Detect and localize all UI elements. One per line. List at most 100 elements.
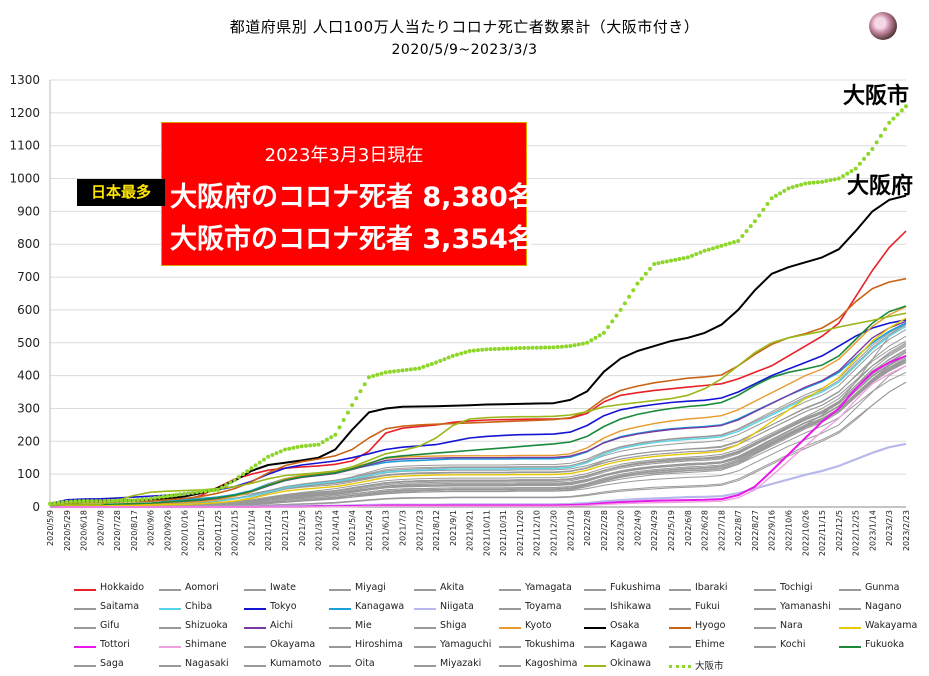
x-tick-label: 2022/6/28 (701, 510, 710, 551)
x-tick-label: 2020/8/17 (130, 510, 139, 551)
legend-swatch (839, 589, 861, 591)
legend-swatch (499, 665, 521, 667)
data-point (194, 490, 199, 495)
legend-swatch (244, 665, 266, 667)
data-point (274, 451, 279, 456)
legend-swatch (584, 589, 606, 591)
data-point (803, 181, 808, 186)
data-point (585, 340, 590, 345)
x-tick-label: 2020/9/26 (163, 510, 172, 551)
legend-label: Nara (780, 620, 803, 631)
data-point (459, 351, 464, 356)
data-point (383, 370, 388, 375)
data-point (841, 174, 846, 179)
data-point (690, 253, 694, 258)
data-point (455, 352, 460, 357)
legend-label: Ishikawa (610, 601, 652, 612)
data-point (52, 501, 57, 506)
legend-swatch (839, 608, 861, 610)
data-point (782, 188, 787, 193)
legend-label: Tottori (100, 639, 130, 650)
data-point (165, 494, 170, 499)
legend-label: Fukui (695, 601, 720, 612)
x-tick-label: 2020/5/9 (46, 510, 55, 546)
y-tick-label: 200 (17, 434, 40, 448)
data-point (832, 177, 837, 182)
data-point (417, 366, 422, 371)
legend-swatch (839, 646, 861, 648)
callout-osaka-city: 大阪市のコロナ死者 3,354名 (170, 224, 535, 255)
data-point (752, 219, 757, 224)
legend-swatch (499, 646, 521, 648)
data-point (303, 443, 308, 448)
data-point (572, 343, 577, 348)
data-point (199, 489, 204, 494)
data-point (291, 445, 296, 450)
data-point (362, 382, 367, 387)
data-point (203, 489, 208, 494)
legend-swatch (669, 665, 691, 668)
legend-swatch (414, 589, 436, 591)
data-point (408, 367, 413, 372)
data-point (471, 348, 476, 353)
data-point (463, 350, 468, 355)
data-point (89, 499, 94, 504)
data-point (862, 156, 867, 161)
x-tick-label: 2021/9/21 (466, 510, 475, 551)
data-point (429, 361, 434, 366)
data-point (282, 447, 287, 452)
legend-swatch (74, 608, 96, 610)
data-point (652, 261, 657, 266)
data-point (144, 496, 149, 501)
data-point (874, 140, 879, 145)
legend-swatch (754, 646, 776, 648)
data-point (220, 485, 225, 490)
x-tick-label: 2022/4/9 (633, 510, 642, 546)
legend-swatch (244, 589, 266, 591)
data-point (677, 257, 682, 262)
data-point (568, 344, 573, 349)
data-point (786, 186, 791, 191)
legend-swatch (414, 608, 436, 611)
data-point (316, 442, 321, 447)
legend-label: Hiroshima (355, 639, 403, 650)
data-point (534, 345, 539, 350)
data-point (593, 335, 598, 340)
data-point (425, 363, 430, 368)
data-point (295, 445, 300, 450)
y-tick-label: 700 (17, 270, 40, 284)
data-point (543, 345, 548, 350)
data-point (245, 469, 250, 474)
legend-label: Okinawa (610, 658, 652, 669)
x-tick-label: 2022/5/19 (667, 510, 676, 551)
x-tick-label: 2021/7/23 (415, 510, 424, 551)
x-tick-label: 2023/2/23 (902, 510, 911, 551)
x-tick-label: 2020/11/25 (214, 510, 223, 556)
japan-highest-badge: 日本最多 (77, 179, 165, 206)
data-point (731, 240, 736, 245)
legend-swatch (584, 665, 606, 667)
data-point (719, 243, 724, 248)
legend-swatch (754, 608, 776, 610)
data-point (564, 344, 569, 349)
data-point (857, 161, 862, 166)
x-tick-label: 2021/4/14 (331, 510, 340, 551)
y-tick-label: 900 (17, 204, 40, 218)
legend-swatch (329, 608, 351, 610)
legend-label: Aomori (185, 582, 219, 593)
data-point (324, 437, 329, 442)
callout-date: 2023年3月3日現在 (264, 145, 424, 166)
legend-swatch (584, 608, 606, 610)
legend-label: Kumamoto (270, 658, 322, 669)
series-hyogo (49, 277, 907, 506)
x-tick-label: 2022/10/26 (801, 510, 810, 556)
y-tick-label: 400 (17, 369, 40, 383)
legend-swatch (244, 646, 266, 648)
data-point (748, 224, 753, 229)
legend-swatch (74, 627, 96, 629)
x-tick-label: 2022/7/18 (717, 510, 726, 551)
x-axis: 2020/5/9 2020/5/29 2020/6/18 2020/7/8 2020/7… (46, 510, 911, 556)
data-point (232, 478, 237, 483)
legend-swatch (159, 589, 181, 591)
data-point (404, 367, 409, 372)
